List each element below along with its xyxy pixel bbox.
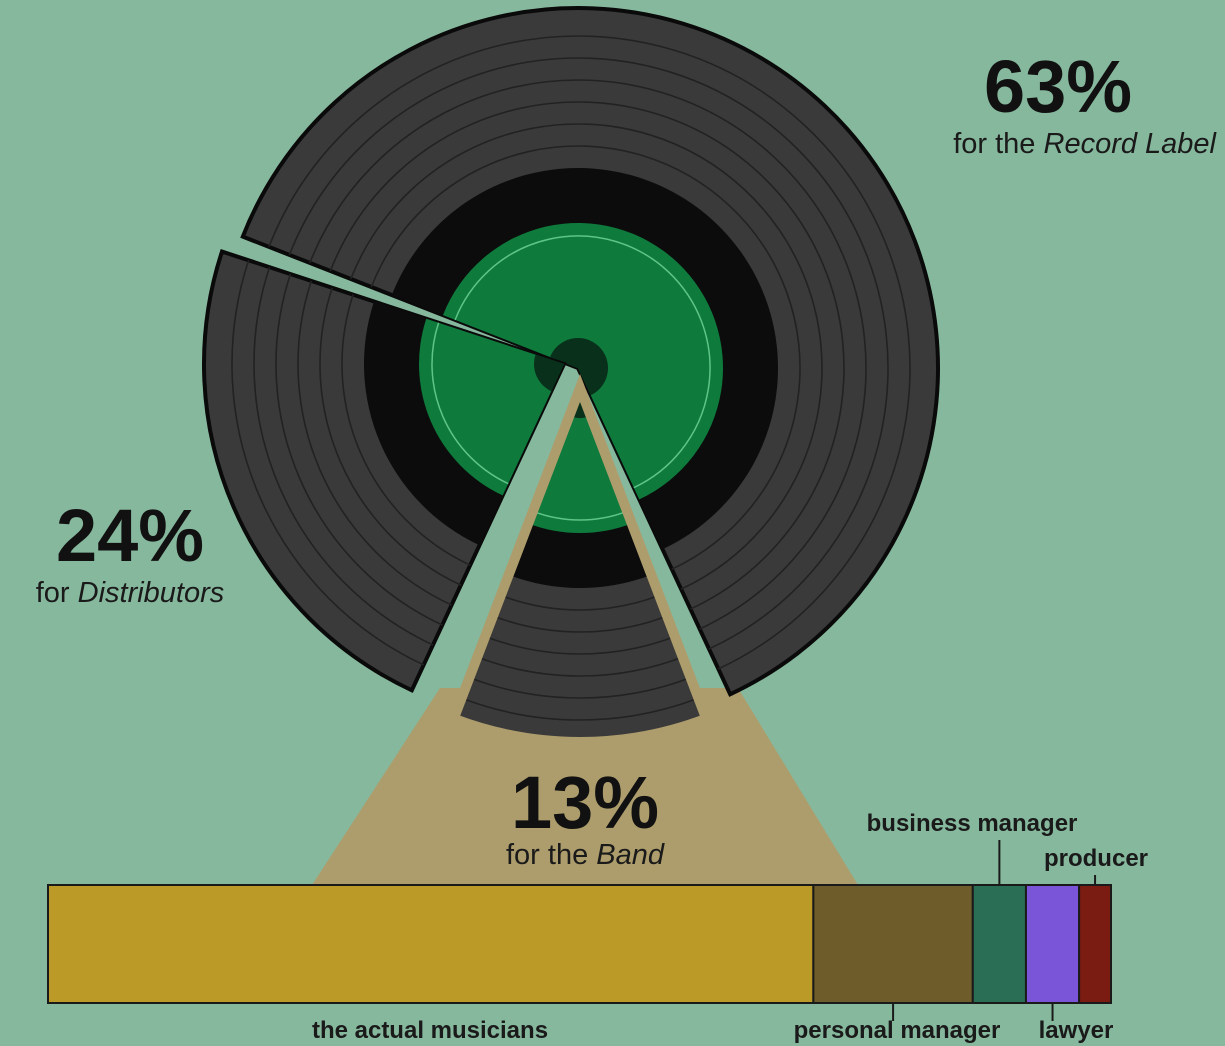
bar-segment-3	[971, 884, 1027, 1004]
bar-label-leaders	[892, 840, 1097, 1021]
record-label-percent: 63%	[984, 45, 1132, 128]
bar-label-lawyer: lawyer	[1039, 1017, 1114, 1044]
distributors-percent: 24%	[56, 494, 204, 577]
bar-segment-4	[1024, 884, 1081, 1004]
bar-label-musicians: the actual musicians	[312, 1017, 548, 1044]
vinyl-record	[202, 6, 940, 747]
distributors-caption: for Distributors	[36, 577, 225, 609]
band-breakdown-bar	[47, 884, 1112, 1004]
bar-label-business-manager: business manager	[867, 810, 1078, 837]
record-label-slice	[240, 6, 940, 697]
record-label-caption: for the Record Label	[953, 128, 1217, 160]
distributors-slice	[202, 249, 567, 693]
bar-label-producer: producer	[1044, 845, 1148, 872]
bar-label-personal-manager: personal manager	[794, 1017, 1001, 1044]
bar-segment-1	[47, 884, 815, 1004]
band-percent: 13%	[511, 761, 659, 844]
band-caption: for the Band	[506, 839, 665, 871]
band-slice-border	[447, 373, 713, 747]
band-expansion-wedge	[312, 688, 858, 885]
bar-segment-5	[1078, 884, 1112, 1004]
bar-segment-2	[812, 884, 974, 1004]
